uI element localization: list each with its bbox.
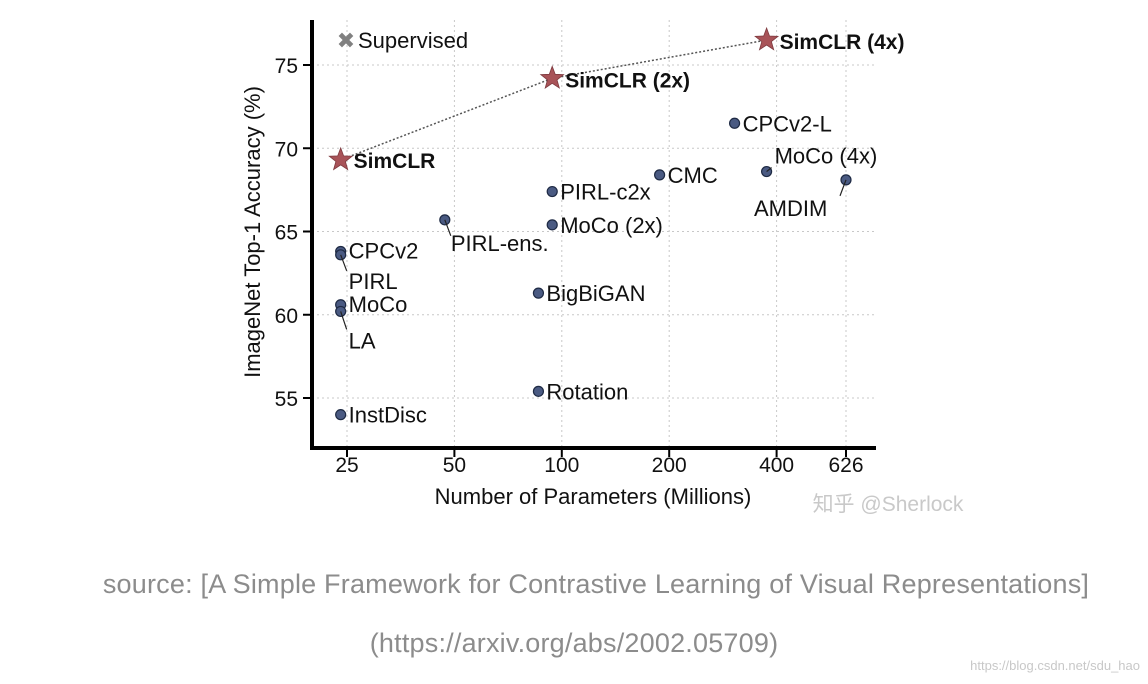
leader-pirl xyxy=(340,254,348,272)
legend-supervised-label: Supervised xyxy=(358,28,468,53)
point-instdisc xyxy=(335,409,347,421)
point-cpcv2-l xyxy=(728,117,741,129)
point-rotation xyxy=(532,385,545,397)
point-simclr-2x xyxy=(539,65,565,89)
source-url: (https://arxiv.org/abs/2002.05709) xyxy=(369,628,779,658)
label-moco-4x: MoCo (4x) xyxy=(775,144,878,169)
label-moco: MoCo xyxy=(349,292,408,317)
label-simclr: SimCLR xyxy=(354,150,436,173)
y-tick-label-0: 55 xyxy=(275,388,298,411)
label-pirl: PIRL xyxy=(349,269,398,294)
point-bigbigan xyxy=(532,287,545,299)
leader-la xyxy=(340,311,348,330)
leader-moco-4x xyxy=(766,167,772,173)
chart-watermark: 知乎 @Sherlock xyxy=(813,493,964,516)
data-labels: SimCLR SimCLR (2x) SimCLR (4x) CPCv2-L MoCo … xyxy=(340,31,905,428)
x-tick-label-1: 50 xyxy=(443,454,466,477)
y-tick-label-2: 65 xyxy=(275,222,298,245)
label-la: LA xyxy=(349,328,376,353)
y-tick-label-4: 75 xyxy=(275,55,298,78)
label-instdisc: InstDisc xyxy=(349,403,427,428)
point-simclr-4x xyxy=(754,26,780,51)
legend: ✖ Supervised xyxy=(337,28,468,53)
label-pirl-c2x: PIRL-c2x xyxy=(560,180,650,205)
legend-supervised-marker: ✖ xyxy=(337,28,355,53)
leader-pirl-ens xyxy=(444,219,452,237)
label-simclr-4x: SimCLR (4x) xyxy=(780,31,905,54)
x-tick-label-4: 400 xyxy=(759,454,794,477)
axes: 25 50 100 200 400 626 55 60 65 70 75 xyxy=(275,20,876,477)
x-tick-label-0: 25 xyxy=(335,454,358,477)
label-amdim: AMDIM xyxy=(754,196,827,221)
y-tick-label-3: 70 xyxy=(275,138,298,161)
point-cmc xyxy=(654,169,666,181)
y-tick-label-1: 60 xyxy=(275,305,298,328)
label-bigbigan: BigBiGAN xyxy=(546,281,645,306)
label-simclr-2x: SimCLR (2x) xyxy=(565,69,690,92)
corner-watermark: https://blog.csdn.net/sdu_hao xyxy=(970,658,1140,673)
label-cpcv2: CPCv2 xyxy=(349,238,419,263)
source-caption: source: [A Simple Framework for Contrast… xyxy=(102,569,1090,599)
label-moco-2x: MoCo (2x) xyxy=(560,213,663,238)
leader-amdim xyxy=(839,179,847,197)
label-cmc: CMC xyxy=(668,163,718,188)
simclr-connector-line xyxy=(340,39,767,161)
point-simclr xyxy=(328,146,354,171)
label-rotation: Rotation xyxy=(546,379,628,404)
simclr-line xyxy=(340,39,767,161)
label-cpcv2-l: CPCv2-L xyxy=(743,111,832,136)
point-pirl-c2x xyxy=(546,185,558,198)
point-moco-2x xyxy=(546,219,558,231)
grid-lines xyxy=(312,20,876,448)
label-pirl-ens: PIRL-ens. xyxy=(451,231,549,256)
x-axis-title: Number of Parameters (Millions) xyxy=(435,484,752,509)
x-tick-label-3: 200 xyxy=(652,454,687,477)
y-axis-title: ImageNet Top-1 Accuracy (%) xyxy=(240,86,265,378)
x-tick-label-5: 626 xyxy=(828,454,863,477)
x-tick-label-2: 100 xyxy=(544,454,579,477)
